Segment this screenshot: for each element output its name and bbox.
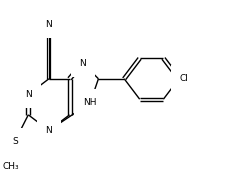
Text: N: N bbox=[46, 20, 52, 29]
Text: N: N bbox=[80, 59, 86, 68]
Text: N: N bbox=[46, 126, 52, 135]
Text: S: S bbox=[12, 137, 18, 146]
Text: Cl: Cl bbox=[180, 74, 189, 83]
Text: N: N bbox=[25, 90, 32, 99]
Text: CH₃: CH₃ bbox=[2, 162, 19, 171]
Text: NH: NH bbox=[84, 98, 97, 107]
